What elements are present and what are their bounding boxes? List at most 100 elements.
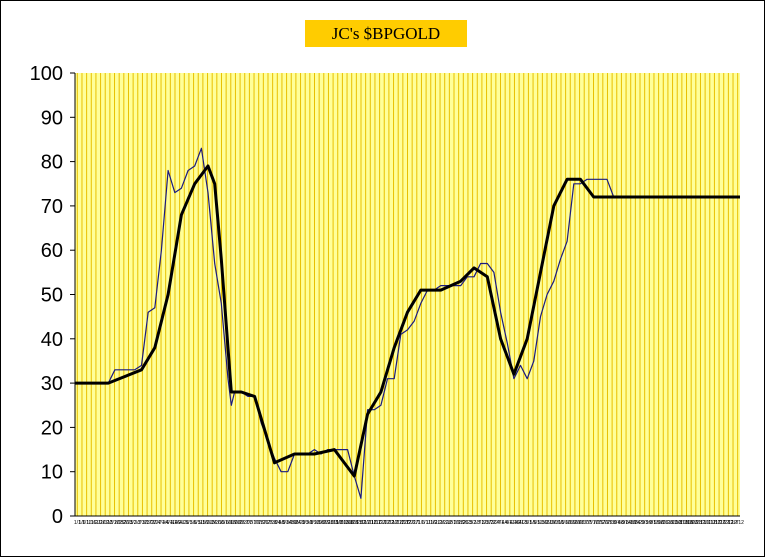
x-tick-label: 8/14 [282,520,292,526]
x-tick-label: 10/13 [336,520,349,526]
x-tick-label: 4/26 [519,520,529,526]
x-tick-label: 8/4 [274,520,281,526]
x-tick-label: 5/11 [194,520,204,526]
x-tick-label: 3/17 [482,520,492,526]
y-tick-label: 0 [52,506,63,528]
x-tick-label: 11/22 [374,520,386,526]
x-tick-label: 11/17 [708,520,720,526]
x-tick-label: 12/22 [401,520,414,526]
x-tick-label: 3/17 [142,520,152,526]
x-tick-label: 12/2 [384,520,394,526]
x-tick-label: 2/10 [449,520,459,526]
x-tick-label: 7/20 [258,520,268,526]
x-tick-label: 5/21 [542,520,552,526]
x-tick-label: 11/7 [361,520,371,526]
x-tick-label: 8/19 [626,520,636,526]
x-tick-label: 6/25 [235,520,245,526]
x-tick-label: 2/25 [463,520,473,526]
x-tick-label: 6/20 [570,520,580,526]
x-tick-label: 1/16 [86,520,96,526]
x-tick-label: 11/7 [700,520,710,526]
x-tick-label: 7/5 [585,520,592,526]
x-tick-label: 5/6 [530,520,537,526]
x-tick-label: 7/25 [603,520,613,526]
x-tick-label: 7/5 [246,520,253,526]
x-tick-label: 2/10 [110,520,120,526]
x-tick-label: 7/30 [268,520,278,526]
x-tick-label: 3/12 [477,520,487,526]
x-tick-label: 3/2 [469,520,476,526]
x-tick-label: 6/20 [231,520,241,526]
x-tick-label: 12/17 [397,520,410,526]
x-tick-label: 10/18 [680,520,693,526]
x-tick-label: 4/11 [166,520,176,526]
x-tick-label: 12/12 [731,520,744,526]
y-tick-label: 10 [41,462,63,484]
x-tick-label: 6/15 [565,520,575,526]
x-tick-label: 9/13 [649,520,659,526]
x-tick-label: 4/1 [497,520,504,526]
x-tick-label: 2/5 [106,520,113,526]
y-tick-label: 40 [41,329,63,351]
x-tick-label: 3/27 [152,520,162,526]
x-tick-label: 6/5 [557,520,564,526]
series-line-smoothed [75,164,740,478]
x-tick-label: 4/21 [514,520,524,526]
x-tick-label: 7/20 [598,520,608,526]
x-tick-label: 1/26 [96,520,106,526]
x-tick-label: 10/3 [328,520,338,526]
x-tick-label: 5/16 [537,520,547,526]
x-tick-label: 11/12 [364,520,376,526]
x-tick-label: 5/26 [547,520,557,526]
x-tick-label: 9/3 [302,520,309,526]
x-tick-label: 8/14 [621,520,631,526]
y-tick-label: 100 [30,63,63,85]
x-tick-label: 9/23 [658,520,668,526]
x-tick-label: 2/20 [458,520,468,526]
x-tick-label: 7/10 [589,520,599,526]
x-tick-label: 5/6 [190,520,197,526]
x-tick-label: 2/25 [124,520,134,526]
x-tick-label: 11/17 [369,520,381,526]
x-tick-label: 5/1 [525,520,532,526]
x-tick-label: 6/30 [579,520,589,526]
x-tick-label: 1/26 [435,520,445,526]
x-tick-label: 8/24 [291,520,301,526]
x-tick-label: 3/7 [134,520,141,526]
x-tick-label: 7/15 [593,520,603,526]
x-tick-label: 6/25 [575,520,585,526]
x-tick-label: 9/8 [306,520,313,526]
x-tick-label: 4/6 [162,520,169,526]
x-tick-label: 8/9 [618,520,625,526]
x-tick-label: 4/26 [179,520,189,526]
x-tick-label: 9/18 [314,520,324,526]
x-tick-label: 9/28 [324,520,334,526]
x-tick-label: 5/31 [551,520,561,526]
x-tick-label: 2/5 [446,520,453,526]
chart-title: JC's $BPGOLD [305,20,467,47]
x-tick-label: 2/15 [114,520,124,526]
x-tick-label: 9/8 [646,520,653,526]
x-tick-label: 1/11 [421,520,431,526]
x-tick-label: 11/2 [696,520,706,526]
x-tick-label: 4/16 [170,520,180,526]
x-tick-label: 10/23 [685,520,698,526]
x-tick-label: 1/1 [413,520,420,526]
x-tick-label: 6/10 [561,520,571,526]
y-tick-label: 70 [41,196,63,218]
y-tick-label: 60 [41,240,63,262]
x-tick-label: 1/11 [82,520,92,526]
x-tick-label: 8/9 [278,520,285,526]
x-tick-label: 1/31 [100,520,110,526]
y-tick-label: 20 [41,417,63,439]
x-tick-label: 8/4 [613,520,620,526]
x-tick-label: 10/18 [341,520,354,526]
x-tick-label: 10/28 [350,520,363,526]
x-tick-label: 9/23 [319,520,329,526]
x-tick-label: 4/21 [175,520,185,526]
y-tick-label: 90 [41,107,63,129]
x-tick-label: 8/29 [635,520,645,526]
x-tick-label: 9/13 [310,520,320,526]
x-tick-label: 3/7 [474,520,481,526]
x-tick-label: 5/11 [533,520,543,526]
